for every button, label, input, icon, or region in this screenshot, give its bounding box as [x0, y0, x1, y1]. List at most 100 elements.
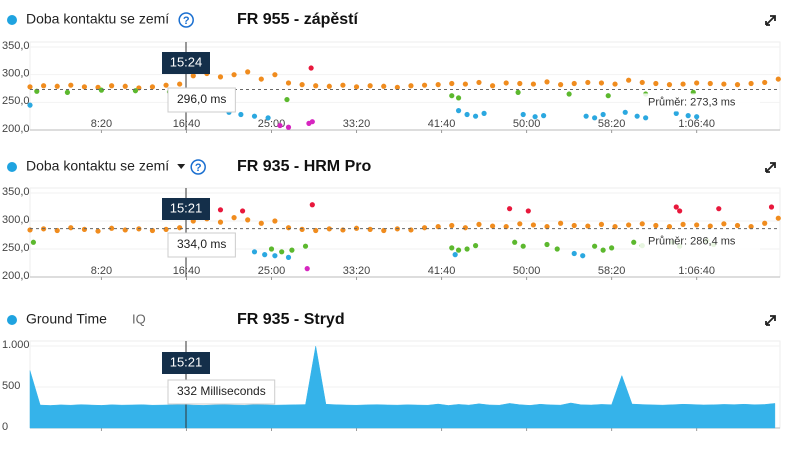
y-tick-label: 300,0: [2, 68, 30, 80]
x-tick-label: 58:20: [598, 118, 626, 130]
point: [149, 227, 156, 234]
point: [707, 80, 713, 87]
point: [585, 79, 591, 86]
tooltip-value: 296,0 ms: [177, 92, 226, 106]
point: [455, 247, 462, 253]
point: [272, 218, 278, 224]
dropdown-arrow[interactable]: [177, 164, 186, 169]
point: [520, 111, 526, 118]
point: [489, 83, 496, 89]
point: [285, 254, 292, 260]
tooltip-time: 15:21: [170, 200, 203, 215]
point: [81, 84, 88, 90]
point: [541, 113, 547, 119]
point: [30, 239, 37, 245]
point: [455, 108, 462, 114]
help-icon[interactable]: [178, 12, 194, 28]
point: [272, 72, 278, 78]
point: [653, 80, 659, 87]
x-tick-label: 50:00: [513, 265, 541, 277]
point: [95, 228, 101, 234]
point: [313, 227, 319, 234]
point: [277, 122, 283, 129]
x-tick-label: 50:00: [513, 118, 541, 130]
point: [258, 220, 264, 226]
point: [449, 93, 455, 99]
average-bg: [640, 93, 760, 112]
x-tick-label: 33:20: [343, 265, 371, 277]
metric-label[interactable]: Doba kontaktu se zemí: [26, 11, 169, 27]
point: [734, 222, 741, 229]
y-tick-label: 350,0: [2, 40, 30, 52]
point: [285, 80, 292, 86]
point: [326, 83, 332, 89]
point: [381, 83, 387, 89]
point: [626, 77, 632, 83]
point: [506, 206, 513, 212]
point: [707, 223, 713, 229]
point: [472, 113, 479, 119]
point: [272, 253, 278, 259]
point: [639, 79, 645, 86]
point: [231, 215, 237, 221]
expand-icon[interactable]: [765, 162, 776, 173]
point: [520, 243, 526, 249]
point: [558, 220, 564, 226]
point: [598, 221, 605, 227]
point: [313, 83, 319, 89]
point: [622, 109, 628, 115]
help-icon[interactable]: [190, 159, 206, 175]
point: [353, 84, 360, 90]
point: [54, 227, 60, 234]
plot-bg: [29, 187, 781, 278]
point: [27, 84, 33, 90]
point: [98, 87, 105, 93]
point: [285, 124, 292, 130]
point: [34, 88, 40, 94]
point: [394, 84, 400, 90]
point: [677, 208, 683, 214]
point: [600, 247, 606, 253]
point: [163, 82, 169, 88]
point: [680, 81, 686, 87]
expand-icon[interactable]: [765, 315, 776, 326]
point: [503, 80, 509, 86]
point: [245, 69, 251, 75]
point: [592, 243, 598, 249]
point: [299, 82, 305, 88]
y-tick-label: 250,0: [2, 95, 30, 107]
plot-bg: [29, 41, 781, 131]
tooltip-time: 15:24: [170, 54, 203, 69]
point: [285, 225, 292, 231]
point: [481, 110, 487, 116]
point: [600, 111, 606, 118]
point: [462, 81, 468, 87]
point: [326, 226, 332, 232]
point: [217, 219, 224, 225]
point: [309, 202, 315, 208]
metric-label[interactable]: Ground Time: [26, 311, 107, 327]
point: [503, 224, 509, 230]
point: [122, 83, 128, 89]
tooltip-time-bg: [162, 52, 210, 74]
point: [544, 224, 550, 230]
point: [464, 246, 470, 252]
average-label: Průměr: 286,4 ms: [648, 236, 736, 248]
point: [299, 226, 305, 232]
point: [304, 266, 310, 272]
point: [238, 111, 244, 118]
point: [262, 252, 268, 258]
help-icon-text: ?: [183, 15, 190, 27]
point: [626, 222, 632, 228]
point: [734, 82, 741, 88]
point: [109, 83, 115, 89]
point: [554, 246, 560, 252]
expand-icon[interactable]: [765, 15, 776, 26]
x-tick-label: 41:40: [428, 118, 456, 130]
tooltip-value: 334,0 ms: [177, 237, 226, 251]
point: [605, 93, 611, 99]
point: [489, 223, 496, 229]
metric-label[interactable]: Doba kontaktu se zemí: [26, 158, 169, 174]
point: [190, 73, 196, 79]
